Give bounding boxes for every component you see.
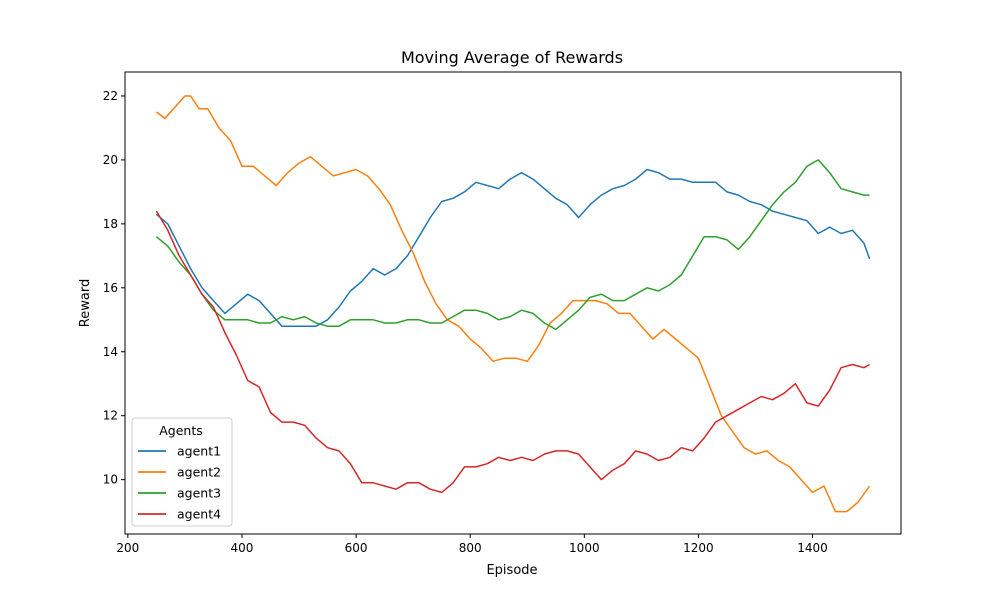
series-line-agent1 (155, 168, 871, 327)
legend-label-agent4: agent4 (177, 507, 221, 522)
plot-area (124, 71, 902, 535)
legend-label-agent2: agent2 (177, 465, 221, 480)
y-tick-label: 22 (103, 89, 118, 103)
y-axis: 10 12 14 16 18 20 22 (103, 89, 125, 487)
chart-title: Moving Average of Rewards (401, 48, 623, 67)
x-tick-label: 400 (231, 541, 254, 555)
legend-label-agent1: agent1 (177, 444, 221, 459)
legend: Agents agent1 agent2 agent3 agent4 (131, 417, 233, 527)
legend-title: Agents (159, 423, 203, 438)
series-line-agent3 (155, 159, 870, 331)
y-axis-label: Reward (78, 279, 93, 327)
y-tick-label: 20 (103, 153, 118, 167)
x-tick-label: 600 (345, 541, 368, 555)
x-tick-label: 1400 (797, 541, 828, 555)
y-tick-label: 16 (103, 281, 118, 295)
legend-box (131, 417, 233, 527)
x-tick-label: 1200 (683, 541, 714, 555)
plot-frame (124, 71, 902, 535)
x-tick-label: 200 (116, 541, 139, 555)
x-axis: 200 400 600 800 1000 1200 1400 (116, 534, 828, 555)
x-axis-label: Episode (486, 563, 537, 578)
series-line-agent4 (155, 210, 870, 494)
y-tick-label: 18 (103, 217, 118, 231)
x-tick-label: 800 (459, 541, 482, 555)
legend-label-agent3: agent3 (177, 486, 221, 501)
y-tick-label: 14 (103, 345, 118, 359)
y-tick-label: 12 (103, 409, 118, 423)
series-layer (155, 95, 871, 513)
series-line-agent2 (155, 95, 871, 513)
y-tick-label: 10 (103, 473, 118, 487)
x-tick-label: 1000 (569, 541, 600, 555)
